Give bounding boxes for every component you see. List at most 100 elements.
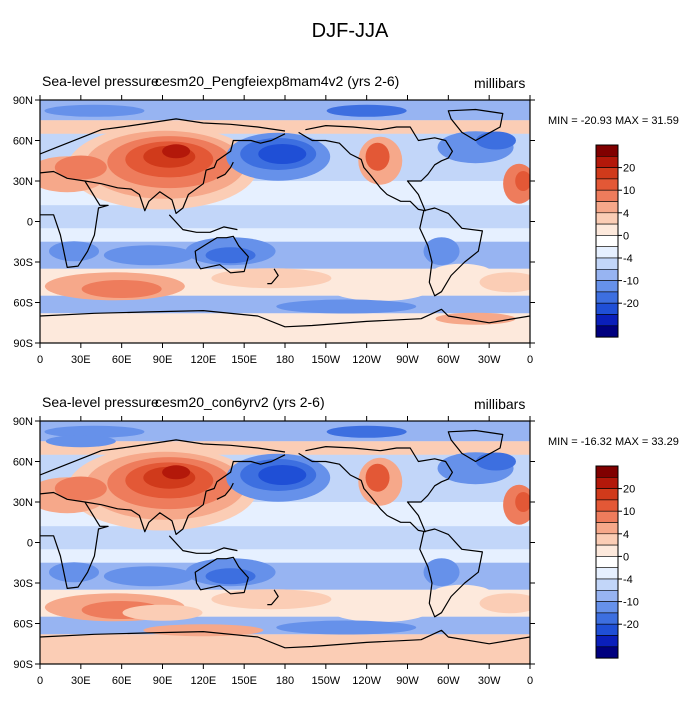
colorbar-box: [595, 612, 619, 625]
contour-region: [330, 277, 431, 301]
contour-region: [205, 247, 256, 264]
coastline: [168, 535, 238, 554]
lon-tick-label: 0: [37, 354, 43, 366]
coastline: [419, 528, 483, 618]
lat-tick-label: 90S: [13, 338, 33, 350]
contour-region: [258, 144, 307, 164]
lon-tick-label: 30W: [478, 675, 501, 687]
lat-tick-label: 60S: [13, 298, 33, 310]
lon-tick-label: 90E: [153, 675, 173, 687]
colorbar-box: [595, 522, 619, 535]
coastline: [419, 207, 483, 297]
contour-region: [49, 241, 100, 262]
contour-region: [103, 245, 194, 266]
contour-region: [143, 624, 264, 637]
colorbar-box: [595, 646, 619, 659]
contour-region: [365, 142, 390, 171]
colorbar-box: [595, 544, 619, 557]
lon-tick-label: 120W: [352, 675, 381, 687]
lat-tick-label: 60S: [13, 619, 33, 631]
colorbar-label: 20: [623, 163, 635, 175]
colorbar-box: [595, 235, 619, 247]
lon-tick-label: 150E: [231, 354, 257, 366]
contour-band: [40, 549, 530, 563]
coastline: [216, 161, 234, 179]
contour-region: [54, 476, 107, 501]
contour-region: [479, 593, 530, 614]
contour-region: [45, 435, 116, 448]
colorbar-box: [595, 178, 619, 191]
lon-tick-label: 150E: [231, 675, 257, 687]
contour-region: [431, 584, 492, 603]
contour-region: [211, 589, 332, 610]
colorbar-label: 0: [623, 230, 629, 242]
lon-tick-label: 120E: [190, 675, 216, 687]
lon-tick-label: 0: [527, 354, 533, 366]
lon-tick-label: 150W: [311, 675, 340, 687]
contour-region: [326, 425, 407, 438]
contour-map: 90N 60N 30N 0 30S 60S 90S 0 30E 60E 90E 120E 150E 180…: [13, 416, 639, 687]
colorbar-box: [595, 291, 619, 304]
contour-region: [330, 598, 431, 622]
contour-region: [479, 272, 530, 293]
colorbar-box: [595, 635, 619, 648]
coastline: [216, 482, 234, 500]
contour-band: [40, 205, 530, 229]
colorbar-label: 10: [623, 506, 635, 518]
lon-tick-label: 30E: [71, 675, 91, 687]
colorbar-box: [595, 269, 619, 281]
colorbar-box: [595, 488, 619, 501]
lat-tick-label: 90N: [13, 416, 33, 428]
lat-tick-label: 30N: [13, 497, 33, 509]
lat-tick-label: 0: [27, 538, 33, 550]
contour-field: [40, 100, 530, 343]
lon-tick-label: 60W: [437, 675, 460, 687]
units-label: millibars: [474, 75, 526, 91]
colorbar-box: [595, 601, 619, 614]
lon-tick-label: 180: [276, 675, 294, 687]
contour-region: [423, 558, 460, 587]
coastline: [267, 268, 279, 285]
variable-label: Sea-level pressure: [42, 394, 159, 410]
lon-tick-label: 60W: [437, 354, 460, 366]
lon-tick-label: 60E: [112, 354, 132, 366]
colorbar-label: 0: [623, 551, 629, 563]
colorbar-label: 4: [623, 208, 629, 220]
contour-region: [162, 465, 191, 480]
lat-tick-label: 30S: [13, 257, 33, 269]
colorbar-box: [595, 499, 619, 512]
min-max-label: MIN = -16.32 MAX = 33.29: [548, 436, 679, 448]
contour-region: [81, 280, 162, 298]
contour-band: [40, 421, 530, 442]
lat-tick-label: 60N: [13, 136, 33, 148]
contour-band: [40, 526, 530, 550]
variable-label: Sea-level pressure: [42, 73, 159, 89]
coastline: [447, 108, 504, 142]
colorbar-label: 10: [623, 185, 635, 197]
contour-band: [40, 100, 530, 121]
colorbar-label: -10: [623, 276, 639, 288]
colorbar-box: [595, 223, 619, 236]
coastline: [194, 235, 249, 274]
lat-tick-label: 60N: [13, 457, 33, 469]
colorbar-box: [595, 201, 619, 214]
coastline: [447, 429, 504, 463]
contour-region: [103, 566, 194, 587]
colorbar-label: -4: [623, 253, 633, 265]
colorbar-box: [595, 144, 619, 157]
contour-region: [44, 104, 145, 117]
contour-region: [365, 463, 390, 492]
map-panel-bottom: Sea-level pressure cesm20_con6yrv2 (yrs …: [0, 386, 700, 706]
lat-tick-label: 0: [27, 217, 33, 229]
colorbar-box: [595, 246, 619, 259]
colorbar-box: [595, 477, 619, 489]
coastline: [40, 308, 530, 328]
contour-region: [122, 604, 203, 621]
contour-region: [431, 263, 492, 282]
contour-region: [54, 155, 107, 180]
contour-region: [276, 620, 417, 635]
lon-tick-label: 0: [37, 675, 43, 687]
contour-band: [40, 228, 530, 242]
lon-tick-label: 0: [527, 675, 533, 687]
colorbar-box: [595, 465, 619, 478]
